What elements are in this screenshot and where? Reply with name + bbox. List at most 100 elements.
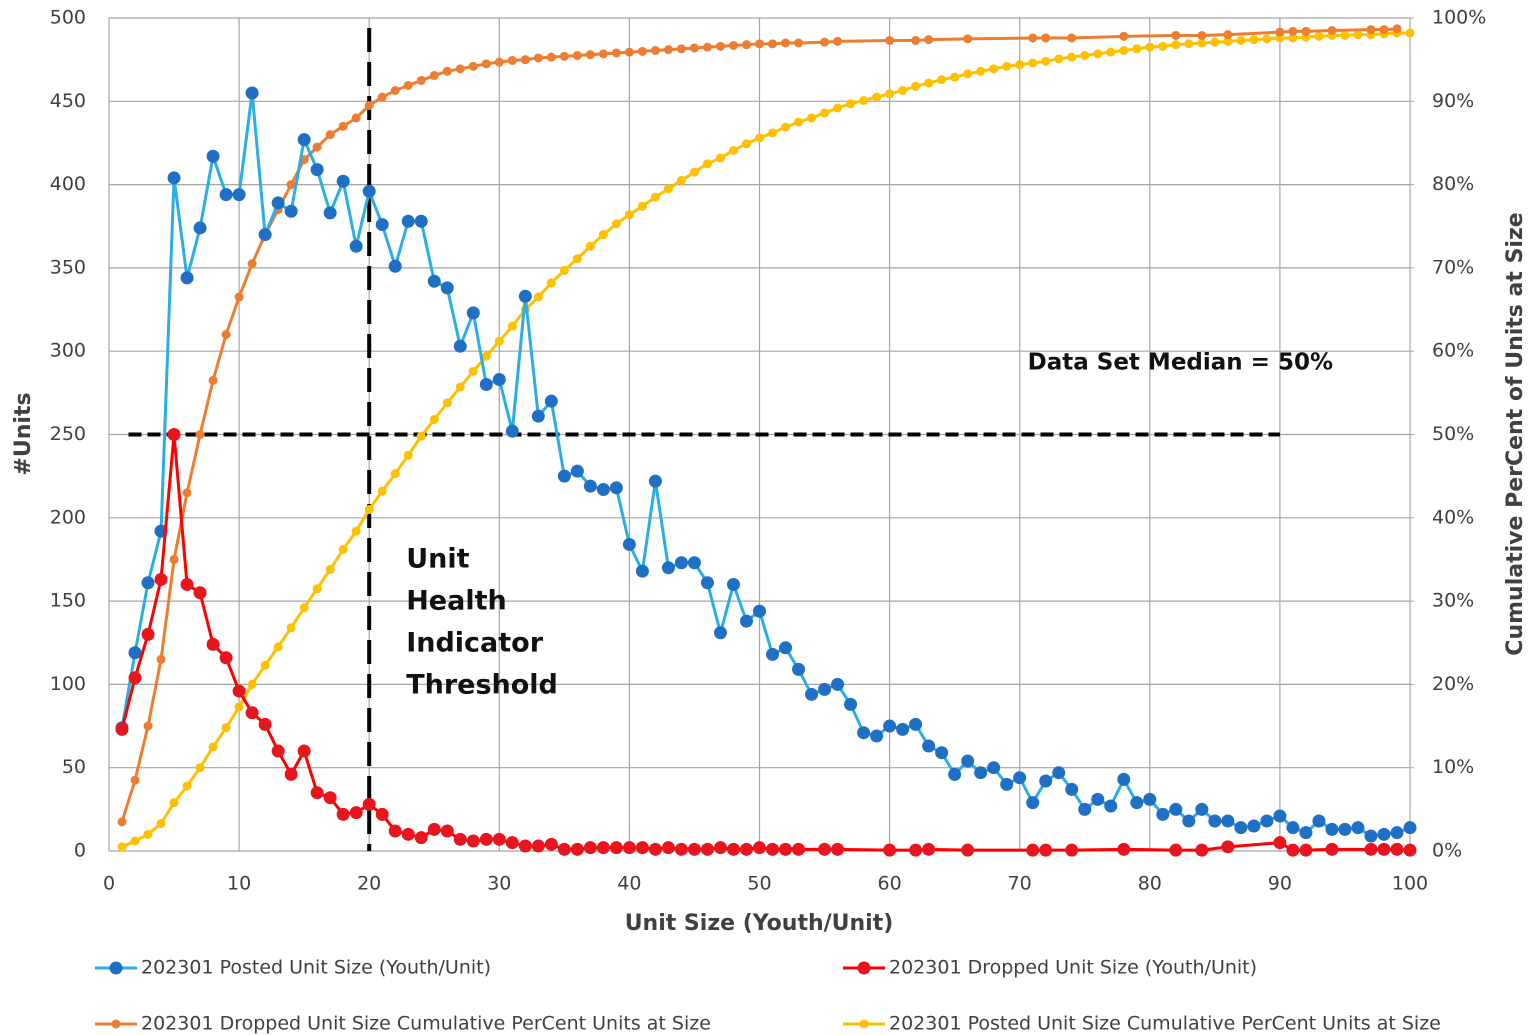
series-marker [1195, 843, 1209, 857]
series-marker [1028, 33, 1038, 43]
series-marker [1390, 842, 1404, 856]
y2-tick-label: 20% [1432, 673, 1474, 695]
series-marker [232, 188, 246, 202]
series-marker [193, 586, 207, 600]
y2-tick-label: 100% [1432, 7, 1486, 29]
series-marker [1028, 58, 1038, 68]
series-marker [1067, 33, 1077, 43]
series-marker [805, 687, 819, 701]
series-marker [208, 742, 218, 752]
series-marker [271, 744, 285, 758]
x-tick-label: 50 [747, 873, 771, 895]
series-marker [661, 561, 675, 575]
series-marker [687, 842, 701, 856]
x-tick-label: 20 [357, 873, 381, 895]
y-tick-label: 300 [50, 340, 86, 362]
series-marker [1015, 60, 1025, 70]
series-marker [766, 842, 780, 856]
series-marker [1080, 50, 1090, 60]
series-marker [961, 754, 975, 768]
series-marker [1405, 28, 1415, 38]
series-marker [299, 603, 309, 613]
series-marker [141, 576, 155, 590]
series-marker [728, 40, 738, 50]
y-tick-label: 350 [50, 256, 86, 278]
series-marker [1041, 56, 1051, 66]
series-marker [818, 682, 832, 696]
series-marker [1184, 39, 1194, 49]
series-marker [1325, 842, 1339, 856]
series-marker [1273, 836, 1287, 850]
series-marker [492, 832, 506, 846]
series-marker [792, 842, 806, 856]
y2-axis-title: Cumulative PerCent of Units at Size [1503, 212, 1528, 655]
series-marker [572, 254, 582, 264]
series-marker [570, 464, 584, 478]
series-marker [195, 763, 205, 773]
series-marker [924, 35, 934, 45]
series-marker [1221, 814, 1235, 828]
legend-marker [109, 961, 123, 975]
series-marker [898, 85, 908, 95]
series-marker [338, 544, 348, 554]
series-marker [323, 791, 337, 805]
series-marker [559, 51, 569, 61]
y2-tick-label: 80% [1432, 173, 1474, 195]
series-marker [1065, 843, 1079, 857]
series-marker [546, 278, 556, 288]
series-marker [258, 717, 272, 731]
series-marker [755, 133, 764, 143]
series-marker [377, 92, 387, 102]
series-marker [401, 214, 415, 228]
series-marker [831, 842, 845, 856]
series-marker [193, 221, 207, 235]
series-marker [466, 834, 480, 848]
series-marker [909, 717, 923, 731]
series-marker [702, 159, 712, 169]
series-marker [1325, 822, 1339, 836]
series-marker [596, 482, 610, 496]
series-marker [206, 637, 220, 651]
series-marker [167, 428, 181, 441]
y2-tick-label: 10% [1432, 756, 1474, 778]
series-marker [948, 767, 962, 781]
series-marker [1145, 42, 1155, 52]
series-marker [310, 163, 324, 177]
series-marker [781, 38, 791, 48]
legend-label: 202301 Posted Unit Size Cumulative PerCe… [889, 1013, 1441, 1035]
series-marker [883, 719, 897, 733]
series-marker [963, 34, 973, 44]
series-marker [128, 646, 142, 660]
series-marker [1119, 31, 1129, 41]
series-marker [1208, 814, 1222, 828]
series-marker [909, 843, 923, 857]
series-marker [1182, 814, 1196, 828]
series-marker [648, 842, 662, 856]
series-marker [364, 504, 374, 514]
series-marker [741, 139, 751, 149]
series-marker [141, 627, 155, 641]
series-marker [1312, 814, 1326, 828]
series-marker [846, 99, 856, 109]
series-marker [1301, 26, 1311, 36]
series-marker [388, 824, 402, 838]
series-marker [115, 722, 129, 736]
series-marker [1039, 843, 1053, 857]
series-marker [325, 564, 335, 574]
y2-tick-label: 60% [1432, 340, 1474, 362]
series-marker [1067, 52, 1077, 62]
series-marker [609, 841, 623, 855]
y-tick-label: 400 [50, 173, 86, 195]
series-marker [857, 726, 871, 740]
series-marker [833, 36, 843, 46]
series-marker [1314, 31, 1324, 41]
series-marker [247, 259, 257, 269]
series-marker [820, 37, 830, 47]
series-marker [156, 654, 166, 664]
series-marker [781, 122, 791, 132]
series-marker [1026, 843, 1040, 857]
series-marker [169, 798, 179, 808]
series-marker [885, 89, 895, 99]
series-marker [479, 832, 493, 846]
series-marker [768, 128, 778, 138]
